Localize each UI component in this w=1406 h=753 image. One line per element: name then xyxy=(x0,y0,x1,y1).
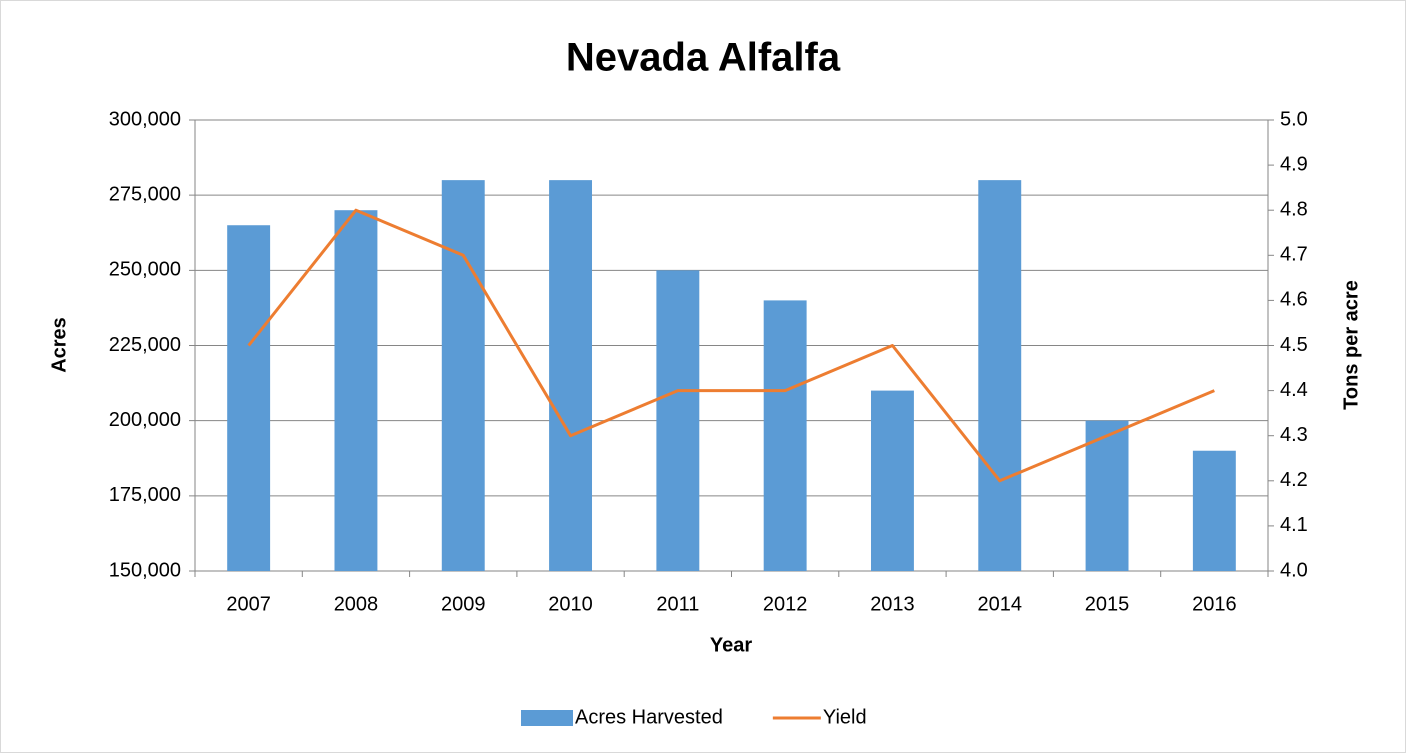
y2-tick-label: 4.1 xyxy=(1280,514,1308,536)
y-tick-label: 175,000 xyxy=(109,484,181,506)
bar xyxy=(227,225,271,571)
y2-tick-label: 4.6 xyxy=(1280,289,1308,311)
y-tick-label: 225,000 xyxy=(109,334,181,356)
y-tick-label: 300,000 xyxy=(109,108,181,130)
x-axis-label: Year xyxy=(710,634,752,656)
legend-swatch xyxy=(521,710,573,726)
y2-tick-label: 4.0 xyxy=(1280,559,1308,581)
x-tick-label: 2007 xyxy=(226,593,271,615)
legend-label: Yield xyxy=(823,706,867,728)
line xyxy=(247,208,1215,483)
y-tick-label: 275,000 xyxy=(109,183,181,205)
x-tick-label: 2010 xyxy=(548,593,593,615)
bar xyxy=(870,390,914,571)
y-tick-label: 250,000 xyxy=(109,259,181,281)
legend-label: Acres Harvested xyxy=(575,706,723,728)
y2-tick-label: 4.9 xyxy=(1280,153,1308,175)
y2-tick-label: 4.7 xyxy=(1280,244,1308,266)
chart-title: Nevada Alfalfa xyxy=(566,36,841,80)
x-tick-label: 2013 xyxy=(870,593,915,615)
x-tick-label: 2015 xyxy=(1085,593,1130,615)
y2-tick-label: 5.0 xyxy=(1280,108,1308,130)
bar xyxy=(763,300,807,571)
x-tick-label: 2012 xyxy=(763,593,808,615)
x-tick-label: 2009 xyxy=(441,593,486,615)
y-axis-label: Acres xyxy=(48,317,70,373)
y2-tick-label: 4.4 xyxy=(1280,379,1308,401)
x-tick-label: 2016 xyxy=(1192,593,1237,615)
x-tick-label: 2014 xyxy=(978,593,1023,615)
bar xyxy=(441,180,485,571)
y2-tick-label: 4.8 xyxy=(1280,198,1308,220)
y-tick-label: 200,000 xyxy=(109,409,181,431)
y2-axis-label: Tons per acre xyxy=(1340,280,1362,410)
bar xyxy=(1192,450,1236,571)
bar xyxy=(656,270,700,571)
y-tick-label: 150,000 xyxy=(109,559,181,581)
bar xyxy=(334,210,378,571)
x-tick-label: 2011 xyxy=(656,593,699,615)
y2-tick-label: 4.5 xyxy=(1280,334,1308,356)
y2-tick-label: 4.2 xyxy=(1280,469,1308,491)
bar xyxy=(978,180,1022,571)
y2-tick-label: 4.3 xyxy=(1280,424,1308,446)
x-tick-label: 2008 xyxy=(334,593,379,615)
bar xyxy=(549,180,593,571)
bar xyxy=(1085,420,1129,571)
